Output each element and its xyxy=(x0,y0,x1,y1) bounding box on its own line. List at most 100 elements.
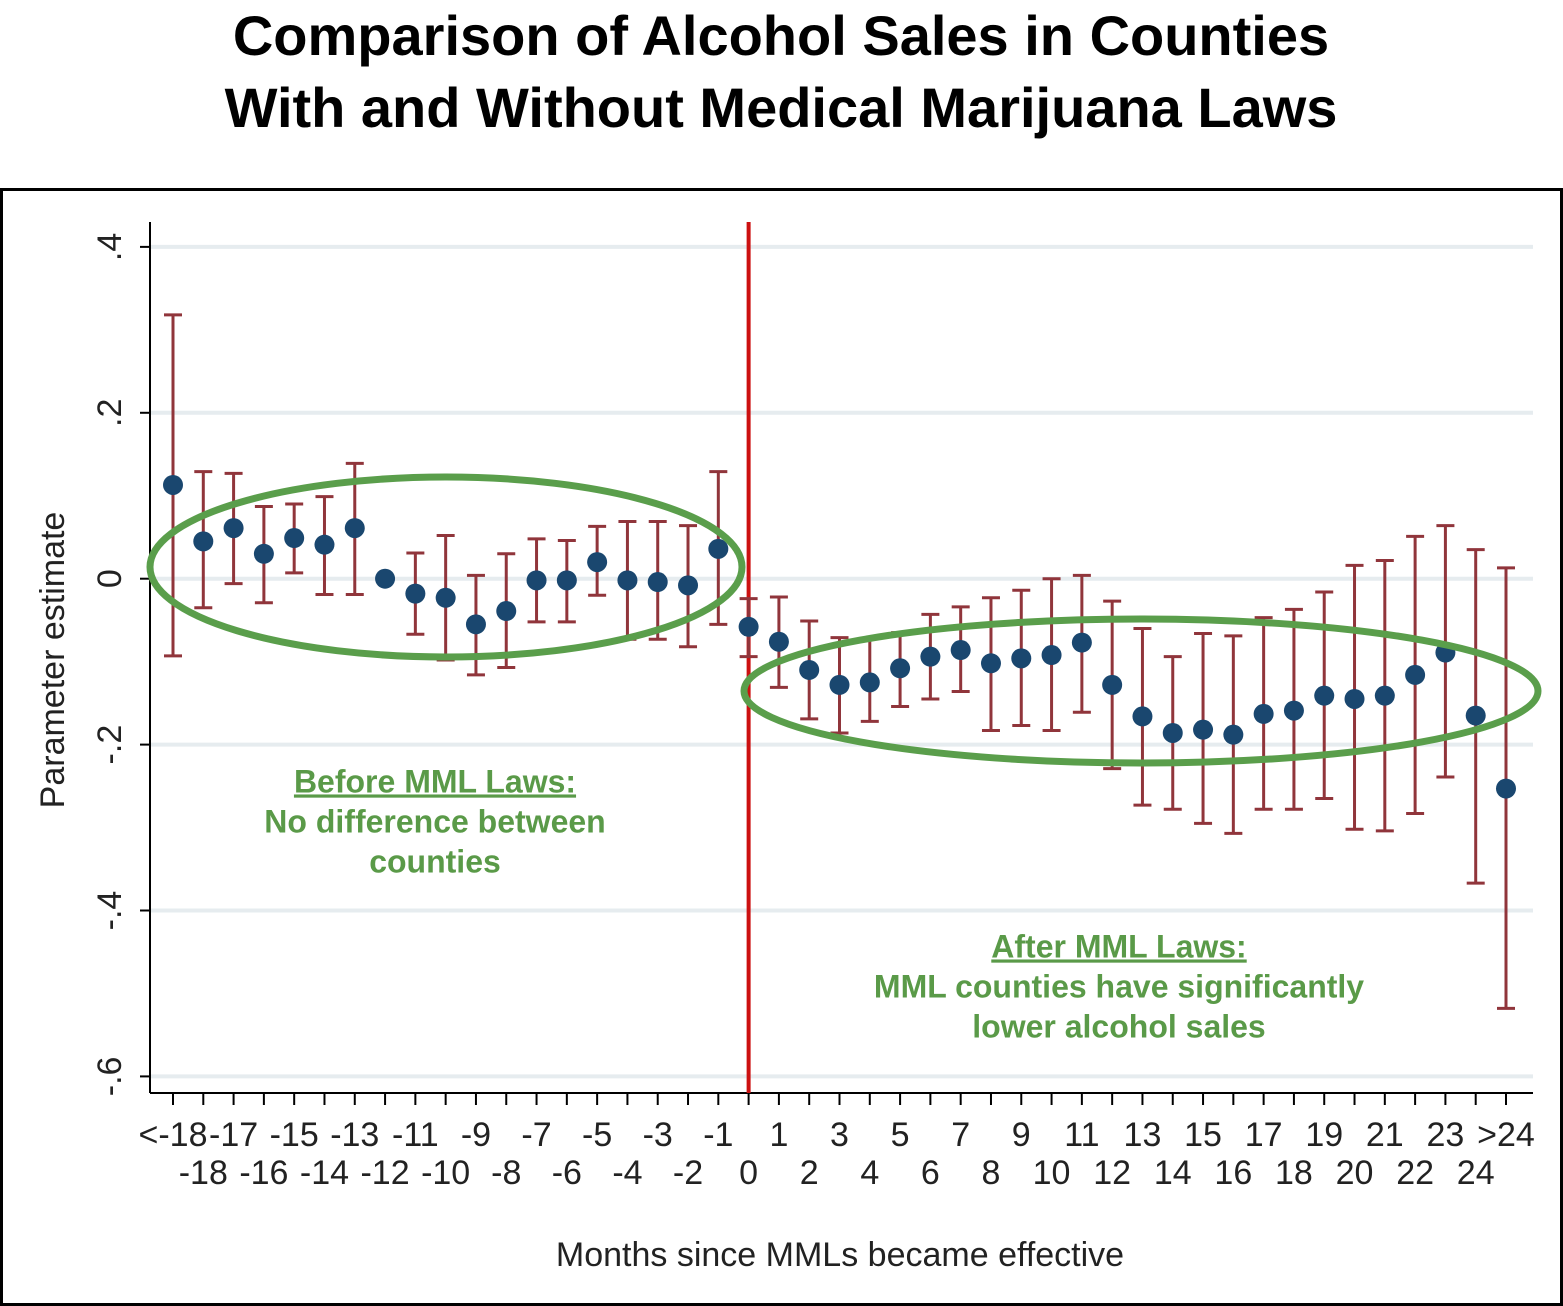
x-tick-label: 18 xyxy=(1275,1154,1313,1192)
point xyxy=(1132,706,1153,727)
y-tick-label: .2 xyxy=(91,399,129,427)
x-tick-label: -7 xyxy=(521,1116,551,1154)
point xyxy=(799,659,820,680)
point xyxy=(980,653,1001,674)
x-axis-title: Months since MMLs became effective xyxy=(556,1236,1124,1274)
x-tick-label: 5 xyxy=(891,1116,910,1154)
x-tick-label: -14 xyxy=(300,1154,349,1192)
x-tick-label: -11 xyxy=(392,1116,439,1154)
x-tick-label: -4 xyxy=(612,1154,642,1192)
point xyxy=(1162,722,1183,743)
chart-frame xyxy=(0,188,1563,1306)
x-tick-label: 10 xyxy=(1033,1154,1071,1192)
y-tick-label: -.6 xyxy=(91,1057,129,1097)
x-tick-label: 23 xyxy=(1426,1116,1464,1154)
point xyxy=(829,674,850,695)
point xyxy=(768,631,789,652)
point xyxy=(465,614,486,635)
x-tick-label: -10 xyxy=(421,1154,470,1192)
chart-title: With and Without Medical Marijuana Laws xyxy=(225,76,1338,139)
point xyxy=(587,552,608,573)
annotation-title: After MML Laws: xyxy=(991,928,1246,964)
annotation-text: MML counties have significantly xyxy=(874,968,1364,1004)
point xyxy=(1496,778,1516,799)
x-tick-label: -17 xyxy=(209,1116,258,1154)
x-tick-label: 22 xyxy=(1396,1154,1434,1192)
x-tick-label: 16 xyxy=(1214,1154,1252,1192)
annotation-text: lower alcohol sales xyxy=(972,1008,1265,1044)
point xyxy=(1405,664,1426,685)
point xyxy=(375,568,396,589)
point xyxy=(163,474,183,495)
x-tick-label: -2 xyxy=(673,1154,703,1192)
y-tick-label: .4 xyxy=(91,233,129,261)
x-tick-label: 12 xyxy=(1093,1154,1131,1192)
point xyxy=(435,587,456,608)
annotation-text: counties xyxy=(369,843,501,879)
point xyxy=(1041,645,1062,666)
y-axis-title: Parameter estimate xyxy=(34,512,72,809)
x-tick-label: -13 xyxy=(330,1116,379,1154)
x-tick-label: -18 xyxy=(179,1154,228,1192)
point xyxy=(1071,632,1092,653)
x-tick-label: -15 xyxy=(270,1116,319,1154)
x-tick-label: 0 xyxy=(739,1154,758,1192)
x-tick-label: -16 xyxy=(239,1154,288,1192)
x-tick-label: 14 xyxy=(1154,1154,1192,1192)
point xyxy=(859,672,880,693)
x-tick-label: 3 xyxy=(830,1116,849,1154)
x-tick-label: 19 xyxy=(1305,1116,1343,1154)
chart-title: Comparison of Alcohol Sales in Counties xyxy=(233,4,1329,67)
point xyxy=(1314,685,1335,706)
y-tick-label: -.2 xyxy=(91,725,129,765)
x-tick-label: 8 xyxy=(982,1154,1001,1192)
point xyxy=(1223,724,1244,745)
point xyxy=(1011,648,1032,669)
point xyxy=(284,528,305,549)
point xyxy=(1253,703,1274,724)
x-tick-label: -5 xyxy=(582,1116,612,1154)
point xyxy=(314,534,335,555)
x-tick-label: 4 xyxy=(860,1154,879,1192)
point xyxy=(526,570,547,591)
highlight-ellipse xyxy=(740,615,1542,767)
point xyxy=(193,531,214,552)
x-tick-label: 21 xyxy=(1366,1116,1404,1154)
highlight-ellipse xyxy=(146,473,746,661)
point xyxy=(678,575,699,596)
y-tick-label: -.4 xyxy=(91,891,129,931)
x-tick-label: -12 xyxy=(360,1154,409,1192)
point xyxy=(496,601,517,622)
point xyxy=(1283,700,1304,721)
x-tick-label: 15 xyxy=(1184,1116,1222,1154)
x-tick-label: 17 xyxy=(1245,1116,1283,1154)
x-tick-label: -9 xyxy=(461,1116,491,1154)
point xyxy=(556,570,577,591)
x-tick-label: -1 xyxy=(703,1116,733,1154)
x-tick-label: 24 xyxy=(1457,1154,1495,1192)
x-tick-label: 13 xyxy=(1124,1116,1162,1154)
x-tick-label: 2 xyxy=(800,1154,819,1192)
annotation-title: Before MML Laws: xyxy=(294,763,576,799)
point xyxy=(738,616,759,637)
x-tick-label: 11 xyxy=(1064,1116,1099,1154)
x-tick-label: 20 xyxy=(1336,1154,1374,1192)
x-tick-label: 6 xyxy=(921,1154,940,1192)
point xyxy=(617,570,638,591)
annotation-text: No difference between xyxy=(264,803,605,839)
point xyxy=(405,583,426,604)
point xyxy=(647,572,668,593)
x-tick-label: -6 xyxy=(552,1154,582,1192)
x-tick-label: 9 xyxy=(1012,1116,1031,1154)
point xyxy=(344,518,365,539)
point xyxy=(950,640,971,661)
y-tick-label: 0 xyxy=(91,569,129,588)
x-tick-label: -3 xyxy=(643,1116,673,1154)
point xyxy=(253,543,274,564)
point xyxy=(223,518,244,539)
point xyxy=(920,646,941,667)
point xyxy=(1374,685,1395,706)
point xyxy=(708,538,729,559)
point xyxy=(890,658,911,679)
